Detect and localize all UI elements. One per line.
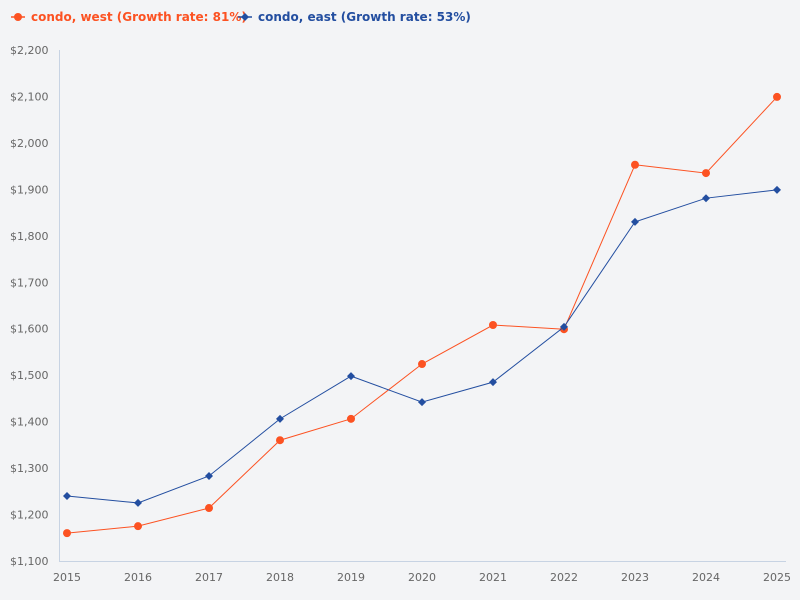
- y-tick-label: $2,000: [10, 137, 49, 150]
- y-tick-label: $2,100: [10, 90, 49, 103]
- data-point[interactable]: [205, 504, 213, 513]
- data-point[interactable]: [702, 194, 710, 203]
- y-tick-label: $1,800: [10, 230, 49, 243]
- y-tick-label: $1,300: [10, 462, 49, 475]
- x-tick-label: 2017: [195, 571, 223, 584]
- data-point[interactable]: [489, 321, 497, 330]
- data-point[interactable]: [347, 372, 355, 381]
- data-point[interactable]: [205, 471, 213, 480]
- data-point[interactable]: [631, 160, 639, 169]
- x-tick-label: 2021: [479, 571, 507, 584]
- data-point[interactable]: [134, 498, 142, 507]
- y-tick-label: $1,200: [10, 509, 49, 522]
- data-point[interactable]: [63, 529, 71, 538]
- x-tick-label: 2024: [692, 571, 720, 584]
- data-point[interactable]: [63, 491, 71, 500]
- data-point[interactable]: [773, 185, 781, 194]
- data-point[interactable]: [560, 322, 568, 331]
- x-tick-label: 2016: [124, 571, 152, 584]
- series-east: [63, 185, 781, 507]
- data-point[interactable]: [347, 414, 355, 423]
- legend-label-west: condo, west (Growth rate: 81%): [31, 10, 247, 24]
- x-tick-label: 2022: [550, 571, 578, 584]
- data-point[interactable]: [276, 414, 284, 423]
- data-point[interactable]: [418, 360, 426, 369]
- y-tick-label: $1,400: [10, 416, 49, 429]
- y-tick-label: $1,900: [10, 183, 49, 196]
- y-tick-label: $1,500: [10, 369, 49, 382]
- legend: condo, west (Growth rate: 81%) condo, ea…: [11, 10, 471, 24]
- legend-label-east: condo, east (Growth rate: 53%): [258, 10, 471, 24]
- data-point[interactable]: [773, 92, 781, 101]
- x-tick-label: 2015: [53, 571, 81, 584]
- data-point[interactable]: [702, 169, 710, 178]
- y-tick-label: $1,100: [10, 555, 49, 568]
- data-point[interactable]: [418, 398, 426, 407]
- x-tick-label: 2018: [266, 571, 294, 584]
- y-tick-label: $2,200: [10, 44, 49, 57]
- y-tick-label: $1,600: [10, 323, 49, 336]
- data-point[interactable]: [489, 378, 497, 387]
- y-tick-label: $1,700: [10, 276, 49, 289]
- data-point[interactable]: [631, 217, 639, 226]
- x-tick-label: 2020: [408, 571, 436, 584]
- x-tick-label: 2023: [621, 571, 649, 584]
- legend-item-west[interactable]: condo, west (Growth rate: 81%): [11, 10, 247, 24]
- data-point[interactable]: [276, 436, 284, 445]
- series-west: [63, 92, 781, 538]
- series-line: [66, 189, 778, 504]
- x-tick-label: 2025: [763, 571, 791, 584]
- series-line: [66, 96, 778, 534]
- data-point[interactable]: [134, 522, 142, 531]
- x-tick-label: 2019: [337, 571, 365, 584]
- legend-item-east[interactable]: condo, east (Growth rate: 53%): [238, 10, 471, 24]
